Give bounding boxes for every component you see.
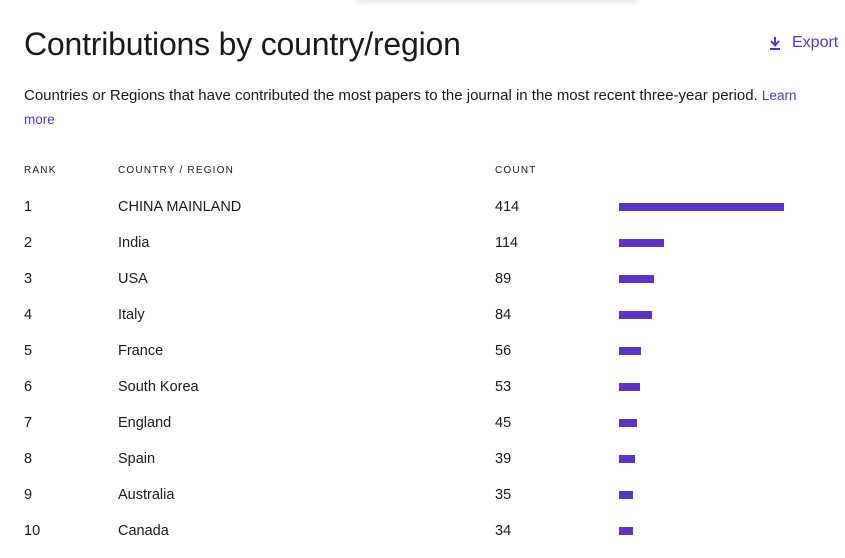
count-bar bbox=[619, 347, 641, 355]
learn-more-link[interactable]: Learn more bbox=[24, 88, 797, 127]
table-row: 3 USA 89 bbox=[0, 270, 845, 306]
table-row: 6 South Korea 53 bbox=[0, 378, 845, 414]
description: Countries or Regions that have contribut… bbox=[24, 84, 829, 132]
count-cell: 414 bbox=[495, 199, 520, 215]
count-bar bbox=[619, 275, 654, 283]
count-cell: 56 bbox=[495, 343, 512, 359]
country-cell: South Korea bbox=[118, 379, 199, 395]
count-bar bbox=[619, 419, 637, 427]
table-row: 9 Australia 35 bbox=[0, 486, 845, 522]
rank-cell: 10 bbox=[24, 523, 41, 539]
table-row: 5 France 56 bbox=[0, 342, 845, 378]
export-label: Export bbox=[792, 34, 839, 51]
table-row: 4 Italy 84 bbox=[0, 306, 845, 342]
rank-cell: 8 bbox=[24, 451, 33, 467]
country-cell: India bbox=[118, 235, 150, 251]
count-cell: 45 bbox=[495, 415, 512, 431]
count-cell: 84 bbox=[495, 307, 512, 323]
country-cell: Spain bbox=[118, 451, 156, 467]
rank-cell: 9 bbox=[24, 487, 33, 503]
count-bar bbox=[619, 239, 664, 247]
country-cell: Italy bbox=[118, 307, 145, 323]
count-bar bbox=[619, 491, 633, 499]
country-cell: France bbox=[118, 343, 164, 359]
count-bar bbox=[619, 311, 652, 319]
country-cell: USA bbox=[118, 271, 148, 287]
table-row: 10 Canada 34 bbox=[0, 522, 845, 558]
table-row: 1 CHINA MAINLAND 414 bbox=[0, 198, 845, 234]
rank-cell: 1 bbox=[24, 199, 33, 215]
rank-cell: 3 bbox=[24, 271, 33, 287]
header-country: COUNTRY / REGION bbox=[118, 165, 235, 176]
country-cell: Canada bbox=[118, 523, 169, 539]
rank-cell: 2 bbox=[24, 235, 33, 251]
country-cell: England bbox=[118, 415, 172, 431]
header-rank: RANK bbox=[24, 165, 57, 176]
count-cell: 53 bbox=[495, 379, 512, 395]
count-cell: 34 bbox=[495, 523, 512, 539]
export-button[interactable]: Export bbox=[768, 33, 838, 53]
count-cell: 35 bbox=[495, 487, 512, 503]
count-bar bbox=[619, 383, 640, 391]
header-count: COUNT bbox=[495, 165, 537, 176]
rank-cell: 6 bbox=[24, 379, 33, 395]
description-text: Countries or Regions that have contribut… bbox=[24, 87, 758, 104]
country-cell: CHINA MAINLAND bbox=[118, 199, 242, 215]
count-bar bbox=[619, 527, 633, 535]
table-row: 2 India 114 bbox=[0, 234, 845, 270]
count-bar bbox=[619, 203, 784, 211]
country-cell: Australia bbox=[118, 487, 175, 503]
table-row: 7 England 45 bbox=[0, 414, 845, 450]
rank-cell: 7 bbox=[24, 415, 33, 431]
page-title: Contributions by country/region bbox=[24, 26, 461, 62]
count-cell: 39 bbox=[495, 451, 512, 467]
rank-cell: 5 bbox=[24, 343, 33, 359]
count-cell: 114 bbox=[495, 235, 519, 251]
rank-cell: 4 bbox=[24, 307, 33, 323]
count-cell: 89 bbox=[495, 271, 512, 287]
download-icon bbox=[770, 37, 780, 50]
count-bar bbox=[619, 455, 635, 463]
table-row: 8 Spain 39 bbox=[0, 450, 845, 486]
